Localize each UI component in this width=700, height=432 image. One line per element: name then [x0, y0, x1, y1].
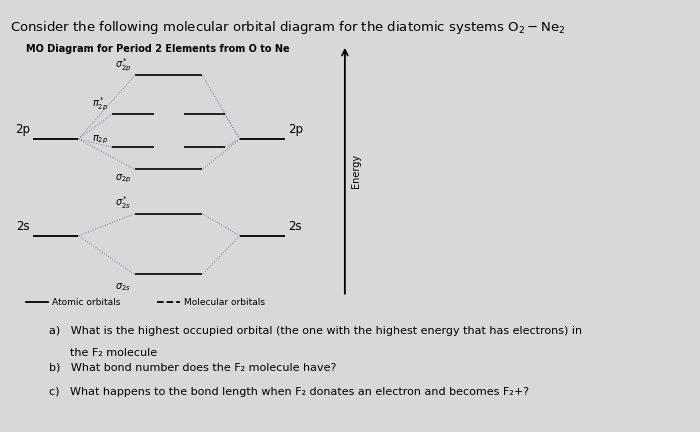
Text: Atomic orbitals: Atomic orbitals [52, 298, 120, 307]
Text: 2p: 2p [15, 123, 29, 136]
Text: 2p: 2p [288, 123, 304, 136]
Text: $\sigma_{2s}$: $\sigma_{2s}$ [115, 281, 131, 293]
Text: Molecular orbitals: Molecular orbitals [183, 298, 265, 307]
Text: $\sigma^*_{2s}$: $\sigma^*_{2s}$ [115, 194, 131, 211]
Text: MO Diagram for Period 2 Elements from O to Ne: MO Diagram for Period 2 Elements from O … [26, 44, 290, 54]
Text: 2s: 2s [288, 220, 302, 233]
Text: $\sigma_{2p}$: $\sigma_{2p}$ [115, 172, 131, 184]
Text: c)   What happens to the bond length when F₂ donates an electron and becomes F₂+: c) What happens to the bond length when … [49, 387, 529, 397]
Text: $\pi^*_{2p}$: $\pi^*_{2p}$ [92, 95, 108, 113]
Text: Energy: Energy [351, 154, 361, 188]
Text: the F₂ molecule: the F₂ molecule [70, 348, 157, 358]
Text: Consider the following molecular orbital diagram for the diatomic systems $\math: Consider the following molecular orbital… [10, 19, 566, 36]
Text: $\pi_{2p}$: $\pi_{2p}$ [92, 133, 108, 146]
Text: $\sigma^*_{2p}$: $\sigma^*_{2p}$ [115, 57, 131, 74]
Text: b)   What bond number does the F₂ molecule have?: b) What bond number does the F₂ molecule… [49, 363, 337, 373]
Text: 2s: 2s [16, 220, 29, 233]
Text: a)   What is the highest occupied orbital (the one with the highest energy that : a) What is the highest occupied orbital … [49, 326, 582, 336]
